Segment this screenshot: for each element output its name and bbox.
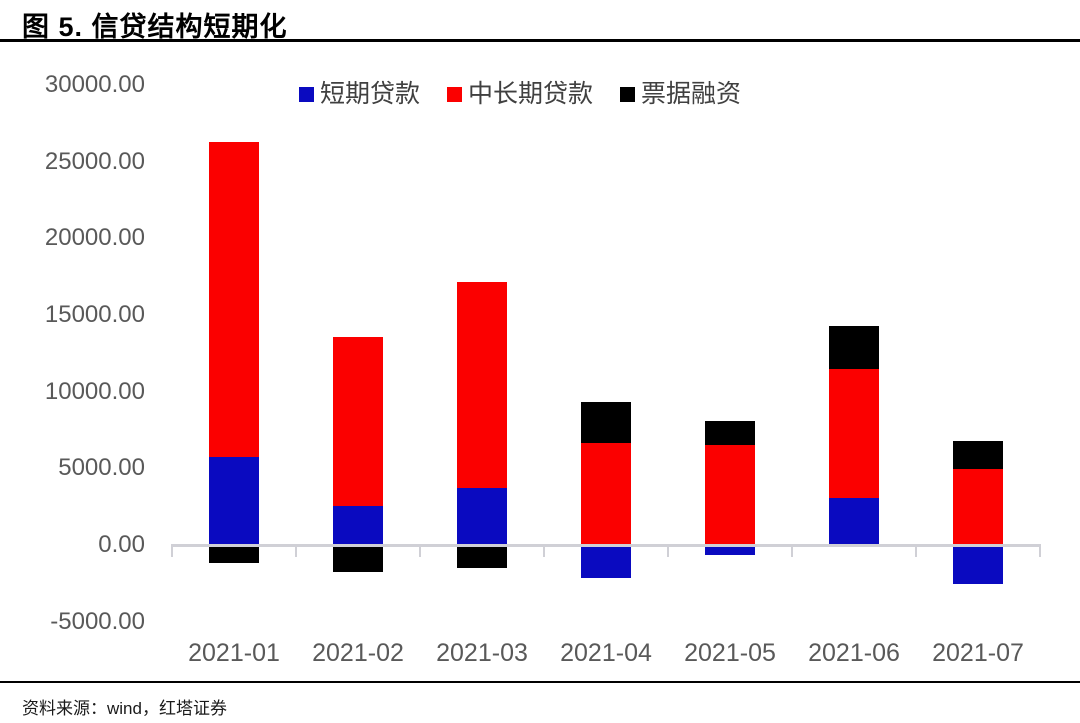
legend-item: 短期贷款 xyxy=(299,82,420,107)
bar-segment xyxy=(209,141,259,457)
y-tick-label: 15000.00 xyxy=(44,300,145,328)
axis-tick xyxy=(543,544,545,557)
bar-segment xyxy=(333,545,383,572)
legend-label: 短期贷款 xyxy=(320,80,421,108)
y-tick-label: 5000.00 xyxy=(58,454,145,482)
x-tick-label: 2021-03 xyxy=(436,639,528,667)
y-tick-label: 25000.00 xyxy=(44,147,145,175)
source-note: 资料来源：wind，红塔证券 xyxy=(22,699,227,718)
bar-segment xyxy=(829,325,879,370)
axis-tick xyxy=(915,544,917,557)
y-tick-label: 30000.00 xyxy=(44,70,145,98)
legend-item: 票据融资 xyxy=(620,82,741,107)
x-tick-label: 2021-02 xyxy=(312,639,404,667)
bar-segment xyxy=(829,498,879,545)
bar-segment xyxy=(457,282,507,489)
y-tick-label: -5000.00 xyxy=(50,607,145,635)
legend-label: 中长期贷款 xyxy=(468,80,594,108)
bar-segment xyxy=(953,545,1003,585)
x-axis-line xyxy=(172,544,1040,547)
bar-segment xyxy=(705,445,755,545)
bar-segment xyxy=(705,420,755,446)
x-tick-label: 2021-04 xyxy=(560,639,652,667)
legend-swatch-icon xyxy=(447,87,463,102)
legend-swatch-icon xyxy=(620,87,636,102)
title-divider xyxy=(0,39,1080,42)
legend: 短期贷款 中长期贷款 票据融资 xyxy=(299,82,741,107)
x-tick-label: 2021-05 xyxy=(684,639,776,667)
bar-segment xyxy=(953,469,1003,545)
bar-segment xyxy=(333,505,383,545)
axis-tick xyxy=(1039,544,1041,557)
axis-tick xyxy=(171,544,173,557)
bar-segment xyxy=(457,545,507,568)
axis-tick xyxy=(667,544,669,557)
y-tick-label: 0.00 xyxy=(98,531,145,558)
x-tick-label: 2021-01 xyxy=(188,639,280,667)
y-tick-label: 10000.00 xyxy=(44,377,145,405)
bar-segment xyxy=(581,545,631,578)
y-tick-label: 20000.00 xyxy=(44,224,145,252)
bar-segment xyxy=(705,545,755,555)
axis-tick xyxy=(295,544,297,557)
bottom-divider xyxy=(0,681,1080,683)
legend-swatch-icon xyxy=(299,87,314,102)
bar-segment xyxy=(829,369,879,499)
bar-segment xyxy=(953,441,1003,470)
axis-tick xyxy=(419,544,421,557)
bar-segment xyxy=(581,401,631,444)
axis-tick xyxy=(791,544,793,557)
x-tick-label: 2021-07 xyxy=(932,639,1024,667)
x-tick-label: 2021-06 xyxy=(808,639,900,667)
legend-item: 中长期贷款 xyxy=(447,82,593,107)
bar-segment xyxy=(581,443,631,545)
bar-segment xyxy=(457,488,507,545)
bar-segment xyxy=(209,456,259,545)
chart-title: 图 5. 信贷结构短期化 xyxy=(22,12,288,42)
bar-segment xyxy=(209,545,259,564)
legend-label: 票据融资 xyxy=(641,80,742,108)
bar-segment xyxy=(333,337,383,506)
